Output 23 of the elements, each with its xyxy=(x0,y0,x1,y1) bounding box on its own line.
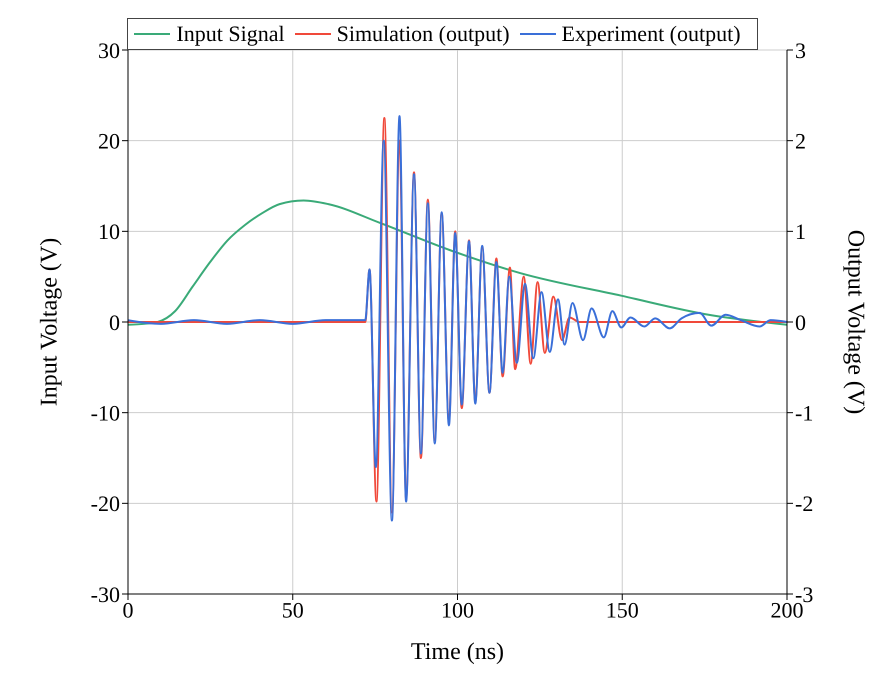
legend-label: Experiment (output) xyxy=(560,21,741,47)
line-series xyxy=(128,200,787,326)
y-tick-label: 0 xyxy=(109,310,120,335)
x-tick-label: 50 xyxy=(282,598,304,623)
legend-label: Simulation (output) xyxy=(336,21,510,47)
y2-axis-title: Output Voltage (V) xyxy=(842,230,868,414)
y2-tick-label: 1 xyxy=(795,219,806,244)
y-tick-label: 20 xyxy=(98,128,120,154)
y2-tick-label: 3 xyxy=(795,38,806,63)
y-tick-label: 30 xyxy=(98,38,120,63)
y2-tick-label: 0 xyxy=(795,310,806,335)
y2-tick-label: -1 xyxy=(795,400,814,426)
legend-label: Input Signal xyxy=(175,21,285,47)
y-axis-title: Input Voltage (V) xyxy=(36,238,63,406)
y-tick-label: 10 xyxy=(98,219,120,244)
y2-tick-label: -2 xyxy=(795,491,814,516)
y-tick-label: -10 xyxy=(90,400,120,426)
y2-tick-label: 2 xyxy=(795,128,806,154)
y-tick-label: -30 xyxy=(90,582,120,607)
x-tick-label: 150 xyxy=(606,598,639,623)
x-axis-title: Time (ns) xyxy=(410,639,504,665)
x-tick-label: 100 xyxy=(441,598,474,623)
y-tick-label: -20 xyxy=(90,491,120,516)
